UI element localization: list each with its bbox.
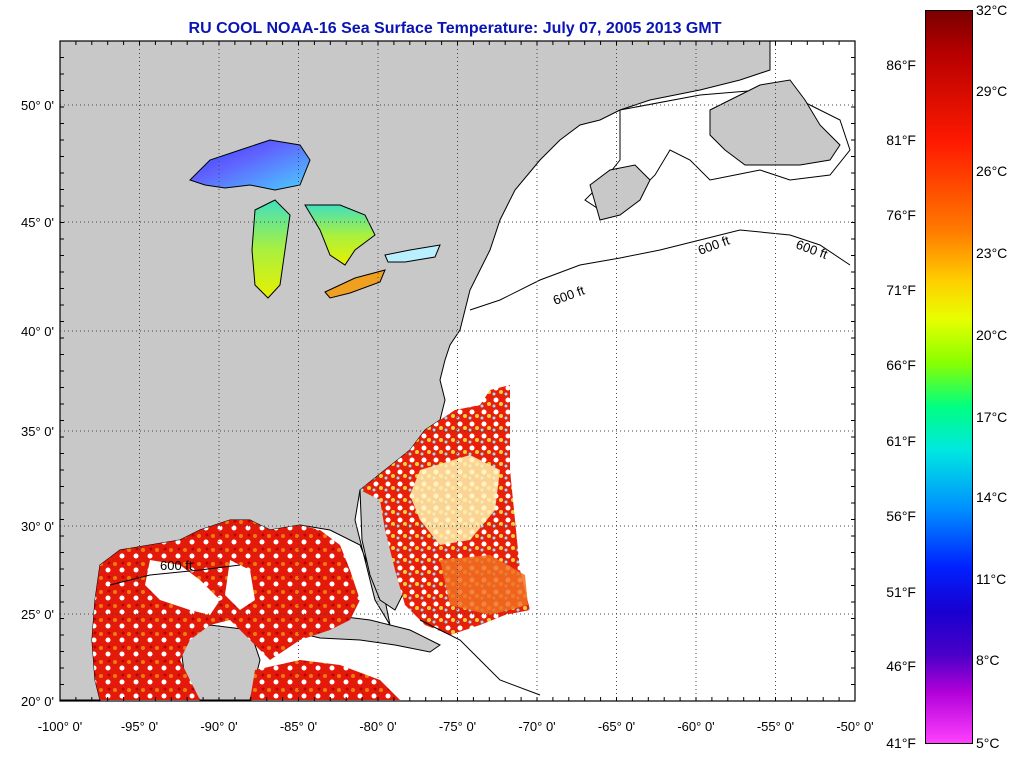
temperature-colorbar [925,10,973,744]
newfoundland [709,79,841,166]
colorbar-fahrenheit-label: 66°F [886,357,916,373]
lake-ontario [384,244,441,263]
sst-gulf-gap-2 [225,560,255,610]
colorbar-fahrenheit-label: 56°F [886,508,916,524]
shelf-contour [469,229,851,311]
lake-erie [324,269,386,299]
colorbar-gradient [925,10,973,744]
lat-tick-label: 30° 0' [21,519,54,534]
colorbar-fahrenheit-label: 51°F [886,584,916,600]
colorbar-fahrenheit-label: 46°F [886,658,916,674]
colorbar-celsius-label: 8°C [976,652,1000,668]
nova-scotia [589,164,651,221]
lon-tick-label: -70° 0' [518,719,555,734]
colorbar-fahrenheit-label: 61°F [886,433,916,449]
lon-tick-label: -55° 0' [757,719,794,734]
lon-tick-label: -90° 0' [200,719,237,734]
colorbar-celsius-label: 11°C [976,571,1007,587]
colorbar-fahrenheit-label: 81°F [886,132,916,148]
lat-tick-label: 45° 0' [21,215,54,230]
lat-tick-label: 20° 0' [21,694,54,709]
latitude-gridlines [60,104,855,615]
lake-huron [304,204,376,266]
colorbar-celsius-label: 26°C [976,163,1008,179]
lon-tick-label: -65° 0' [598,719,635,734]
colorbar-celsius-label: 17°C [976,409,1008,425]
map-border [59,40,856,702]
colorbar-celsius-label: 29°C [976,83,1008,99]
shelf-contour-gulf [109,564,241,586]
sst-caribbean [250,660,400,700]
map-title: RU COOL NOAA-16 Sea Surface Temperature:… [188,20,722,37]
contour-label: 600 ft [160,558,193,573]
lon-tick-label: -60° 0' [677,719,714,734]
colorbar-fahrenheit-label: 76°F [886,207,916,223]
latitude-labels: 50° 0' 45° 0' 40° 0' 35° 0' 30° 0' 25° 0' 20° … [21,98,54,709]
lat-tick-label: 35° 0' [21,424,54,439]
colorbar-fahrenheit-label: 71°F [886,282,916,298]
colorbar-fahrenheit-label: 41°F [886,735,916,751]
lake-superior [189,139,311,191]
lon-tick-label: -50° 0' [836,719,873,734]
colorbar-celsius-label: 23°C [976,245,1008,261]
axis-ticks [59,40,856,702]
lon-tick-label: -85° 0' [280,719,317,734]
sst-atlantic-orange [440,555,528,615]
colorbar-celsius-label: 5°C [976,735,1000,751]
lake-michigan [251,199,291,299]
lon-tick-label: -80° 0' [359,719,396,734]
lat-tick-label: 50° 0' [21,98,54,113]
lat-tick-label: 40° 0' [21,324,54,339]
colorbar-celsius-label: 14°C [976,489,1008,505]
longitude-labels: -100° 0' -95° 0' -90° 0' -85° 0' -80° 0' -75°… [38,719,874,734]
lon-tick-label: -100° 0' [38,719,83,734]
lat-tick-label: 25° 0' [21,607,54,622]
lon-tick-label: -75° 0' [439,719,476,734]
colorbar-celsius-label: 20°C [976,327,1008,343]
lon-tick-label: -95° 0' [121,719,158,734]
shelf-contour-bahamas [419,619,541,696]
colorbar-fahrenheit-label: 86°F [886,57,916,73]
colorbar-celsius-label: 32°C [976,2,1008,18]
sst-atlantic-cloud [410,455,500,545]
